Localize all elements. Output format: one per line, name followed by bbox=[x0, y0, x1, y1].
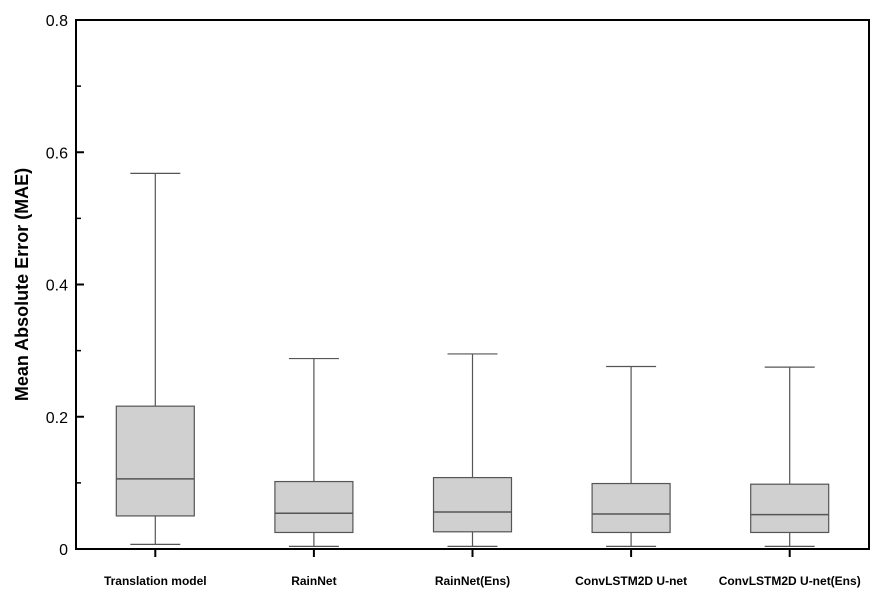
x-axis: Translation model RainNet RainNet(Ens) Conv… bbox=[104, 549, 861, 588]
box-series bbox=[115, 172, 830, 547]
x-tick-label: ConvLSTM2D U-net(Ens) bbox=[719, 574, 861, 588]
interquartile-box bbox=[591, 482, 671, 534]
y-tick-label: 0 bbox=[59, 542, 68, 559]
box-item bbox=[115, 172, 195, 545]
y-tick-label: 0.6 bbox=[46, 145, 68, 162]
y-tick-label: 0.4 bbox=[46, 278, 68, 295]
y-tick-label: 0.2 bbox=[46, 410, 68, 427]
interquartile-box bbox=[274, 480, 354, 534]
y-axis: 0 0.2 0.4 0.6 0.8 bbox=[46, 13, 84, 559]
y-tick-label: 0.8 bbox=[46, 13, 68, 30]
interquartile-box bbox=[432, 476, 513, 533]
box-item bbox=[750, 366, 830, 547]
box-item bbox=[432, 353, 513, 547]
x-tick-label: Translation model bbox=[104, 574, 207, 588]
x-tick-label: RainNet(Ens) bbox=[435, 574, 510, 588]
x-tick-label: ConvLSTM2D U-net bbox=[575, 574, 687, 588]
y-axis-label: Mean Absolute Error (MAE) bbox=[12, 168, 32, 401]
interquartile-box bbox=[750, 483, 830, 534]
x-tick-label: RainNet bbox=[291, 574, 336, 588]
box-item bbox=[274, 357, 354, 547]
box-item bbox=[591, 365, 671, 547]
interquartile-box bbox=[115, 405, 195, 517]
